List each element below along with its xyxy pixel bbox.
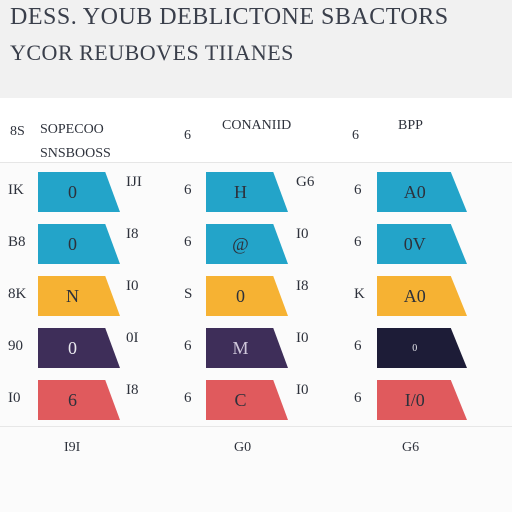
table-row: IK 0 IJI 6 H G6 6 A0 — [0, 166, 512, 219]
row-label: IK — [8, 182, 24, 198]
cell-value: I0 — [296, 330, 309, 346]
value-tag: 0V — [377, 224, 467, 264]
page-header: DESS. YOUB DEBLICTONE SBACTORS YCOR REUB… — [0, 0, 512, 98]
cell-value: 0I — [126, 330, 139, 346]
row-marker: 6 — [354, 182, 362, 198]
value-tag: M — [206, 328, 288, 368]
page-subtitle: YCOR REUBOVES TIIANES — [10, 40, 294, 65]
value-tag: N — [38, 276, 120, 316]
footer-value-2: G0 — [234, 440, 252, 455]
value-tag: C — [206, 380, 288, 420]
value-tag: 0 — [206, 276, 288, 316]
cell-value: IJI — [126, 174, 142, 190]
cell-value: I8 — [126, 226, 139, 242]
value-tag: @ — [206, 224, 288, 264]
cell-value: I8 — [126, 382, 139, 398]
row-marker: 6 — [184, 182, 192, 198]
value-tag: A0 — [377, 276, 467, 316]
column-marker-1: 6 — [184, 128, 191, 143]
column-header-3: BPP — [398, 118, 423, 133]
footer-value-3: G6 — [402, 440, 420, 455]
row-marker: 6 — [354, 234, 362, 250]
value-tag: H — [206, 172, 288, 212]
column-header-1: SOPECOO SNSBOOSS — [40, 122, 111, 161]
header-row-label: 8S — [10, 124, 25, 139]
row-marker: K — [354, 286, 365, 302]
column-marker-2: 6 — [352, 128, 359, 143]
cell-value: G6 — [296, 174, 315, 190]
row-label: B8 — [8, 234, 26, 250]
table-row: 8K N I0 S 0 I8 K A0 — [0, 270, 512, 323]
row-label: I0 — [8, 390, 21, 406]
value-tag: 6 — [38, 380, 120, 420]
table-header-row: 8S SOPECOO SNSBOOSS 6 CONANIID 6 BPP — [0, 98, 512, 163]
footer-value-1: I9I — [64, 440, 81, 455]
value-tag: 0 — [377, 328, 467, 368]
row-marker: 6 — [184, 390, 192, 406]
page-title: DESS. YOUB DEBLICTONE SBACTORS — [10, 4, 449, 30]
table-row: 90 0 0I 6 M I0 6 0 — [0, 322, 512, 375]
value-tag: A0 — [377, 172, 467, 212]
cell-value: I8 — [296, 278, 309, 294]
table-row: I0 6 I8 6 C I0 6 I/0 — [0, 374, 512, 427]
column-header-2: CONANIID — [222, 118, 292, 133]
comparison-table: 8S SOPECOO SNSBOOSS 6 CONANIID 6 BPP IK … — [0, 98, 512, 512]
value-tag: 0 — [38, 328, 120, 368]
cell-value: I0 — [296, 382, 309, 398]
cell-value: I0 — [296, 226, 309, 242]
row-marker: 6 — [354, 338, 362, 354]
row-label: 90 — [8, 338, 23, 354]
row-marker: 6 — [184, 338, 192, 354]
row-marker: 6 — [354, 390, 362, 406]
value-tag: 0 — [38, 172, 120, 212]
value-tag: 0 — [38, 224, 120, 264]
cell-value: I0 — [126, 278, 139, 294]
row-marker: 6 — [184, 234, 192, 250]
table-row: B8 0 I8 6 @ I0 6 0V — [0, 218, 512, 271]
value-tag: I/0 — [377, 380, 467, 420]
row-label: 8K — [8, 286, 27, 302]
row-marker: S — [184, 286, 193, 302]
